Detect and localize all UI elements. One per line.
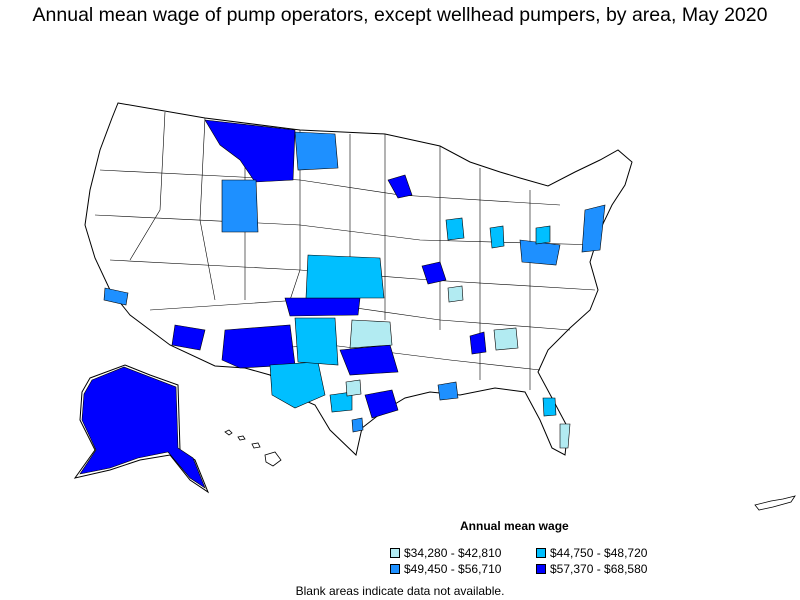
legend-swatch-bin4 bbox=[536, 564, 546, 574]
area-wyoming-central bbox=[221, 179, 259, 233]
area-north-dakota-west bbox=[294, 131, 339, 171]
legend-item-bin2: $44,750 - $48,720 bbox=[536, 546, 647, 560]
area-nevada-south bbox=[171, 324, 206, 351]
area-texas-panhandle bbox=[294, 317, 339, 366]
area-texas-east bbox=[339, 344, 399, 376]
legend-label-bin1: $34,280 - $42,810 bbox=[404, 546, 502, 560]
legend-label-bin3: $49,450 - $56,710 bbox=[404, 562, 502, 576]
legend-label-bin2: $44,750 - $48,720 bbox=[550, 546, 648, 560]
area-oklahoma-north bbox=[284, 297, 361, 317]
area-new-mexico bbox=[221, 324, 296, 369]
territory-islands bbox=[754, 495, 796, 511]
area-california-central bbox=[103, 287, 129, 306]
legend-swatch-bin1 bbox=[390, 548, 400, 558]
hawaii-islands bbox=[224, 429, 282, 467]
legend-swatch-bin2 bbox=[536, 548, 546, 558]
area-georgia-north bbox=[493, 327, 519, 351]
area-alaska-statewide bbox=[79, 366, 206, 489]
area-ohio-river bbox=[519, 239, 561, 266]
area-alabama-north bbox=[469, 331, 487, 355]
legend-title: Annual mean wage bbox=[460, 519, 569, 533]
area-texas-bay bbox=[351, 417, 364, 433]
footnote: Blank areas indicate data not available. bbox=[295, 584, 505, 598]
area-texas-coast bbox=[364, 389, 399, 419]
area-pennsylvania-west bbox=[535, 225, 551, 245]
area-florida-central bbox=[542, 397, 557, 417]
area-texas-south-central bbox=[329, 391, 353, 413]
shaded-areas bbox=[79, 119, 606, 489]
area-wisconsin-northeast bbox=[387, 174, 413, 199]
map-title: Annual mean wage of pump operators, exce… bbox=[32, 4, 768, 26]
area-michigan-south bbox=[489, 225, 505, 249]
area-new-jersey-corridor bbox=[581, 204, 606, 253]
area-florida-southeast bbox=[559, 423, 571, 449]
legend-label-bin4: $57,370 - $68,580 bbox=[550, 562, 648, 576]
area-illinois-central bbox=[421, 261, 447, 285]
area-kansas bbox=[305, 254, 385, 299]
area-missouri-south bbox=[447, 285, 464, 303]
area-indiana-north bbox=[445, 217, 465, 241]
area-texas-central bbox=[345, 379, 362, 397]
legend-item-bin1: $34,280 - $42,810 bbox=[390, 546, 501, 560]
legend-item-bin4: $57,370 - $68,580 bbox=[536, 562, 647, 576]
area-oklahoma-south bbox=[349, 319, 393, 349]
legend-item-bin3: $49,450 - $56,710 bbox=[390, 562, 501, 576]
legend-swatch-bin3 bbox=[390, 564, 400, 574]
area-gulf-coast-mississippi bbox=[437, 381, 459, 401]
